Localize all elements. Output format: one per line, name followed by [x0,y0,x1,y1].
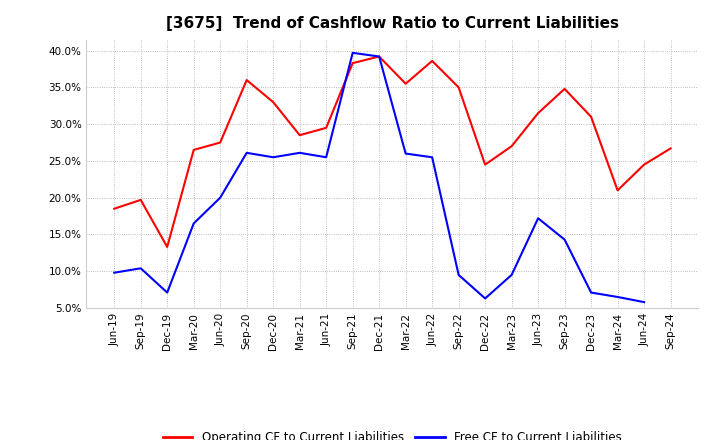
Operating CF to Current Liabilities [136,197,145,202]
Operating CF to Current Liabilities [640,162,649,167]
Operating CF to Current Liabilities [534,110,542,116]
Title: [3675]  Trend of Cashflow Ratio to Current Liabilities: [3675] Trend of Cashflow Ratio to Curren… [166,16,619,32]
Free CF to Current Liabilities [216,195,225,200]
Operating CF to Current Liabilities [322,125,330,131]
Free CF to Current Liabilities [295,150,304,155]
Free CF to Current Liabilities [243,150,251,155]
Free CF to Current Liabilities [136,266,145,271]
Line: Free CF to Current Liabilities: Free CF to Current Liabilities [114,53,644,302]
Operating CF to Current Liabilities [587,114,595,119]
Operating CF to Current Liabilities [613,188,622,193]
Operating CF to Current Liabilities [454,85,463,90]
Operating CF to Current Liabilities [110,206,119,211]
Operating CF to Current Liabilities [508,143,516,149]
Free CF to Current Liabilities [110,270,119,275]
Operating CF to Current Liabilities [163,244,171,249]
Free CF to Current Liabilities [534,216,542,221]
Operating CF to Current Liabilities [401,81,410,86]
Operating CF to Current Liabilities [295,132,304,138]
Free CF to Current Liabilities [428,154,436,160]
Free CF to Current Liabilities [587,290,595,295]
Operating CF to Current Liabilities [481,162,490,167]
Free CF to Current Liabilities [269,154,277,160]
Operating CF to Current Liabilities [216,140,225,145]
Operating CF to Current Liabilities [666,146,675,151]
Line: Operating CF to Current Liabilities: Operating CF to Current Liabilities [114,56,670,247]
Legend: Operating CF to Current Liabilities, Free CF to Current Liabilities: Operating CF to Current Liabilities, Fre… [158,427,627,440]
Free CF to Current Liabilities [508,272,516,278]
Free CF to Current Liabilities [163,290,171,295]
Free CF to Current Liabilities [560,237,569,242]
Free CF to Current Liabilities [189,221,198,226]
Operating CF to Current Liabilities [269,99,277,105]
Operating CF to Current Liabilities [428,58,436,63]
Free CF to Current Liabilities [640,300,649,305]
Operating CF to Current Liabilities [189,147,198,153]
Operating CF to Current Liabilities [348,60,357,66]
Free CF to Current Liabilities [401,151,410,156]
Free CF to Current Liabilities [322,154,330,160]
Operating CF to Current Liabilities [243,77,251,83]
Operating CF to Current Liabilities [375,54,384,59]
Free CF to Current Liabilities [375,54,384,59]
Free CF to Current Liabilities [348,50,357,55]
Free CF to Current Liabilities [481,296,490,301]
Operating CF to Current Liabilities [560,86,569,92]
Free CF to Current Liabilities [454,272,463,278]
Free CF to Current Liabilities [613,294,622,300]
